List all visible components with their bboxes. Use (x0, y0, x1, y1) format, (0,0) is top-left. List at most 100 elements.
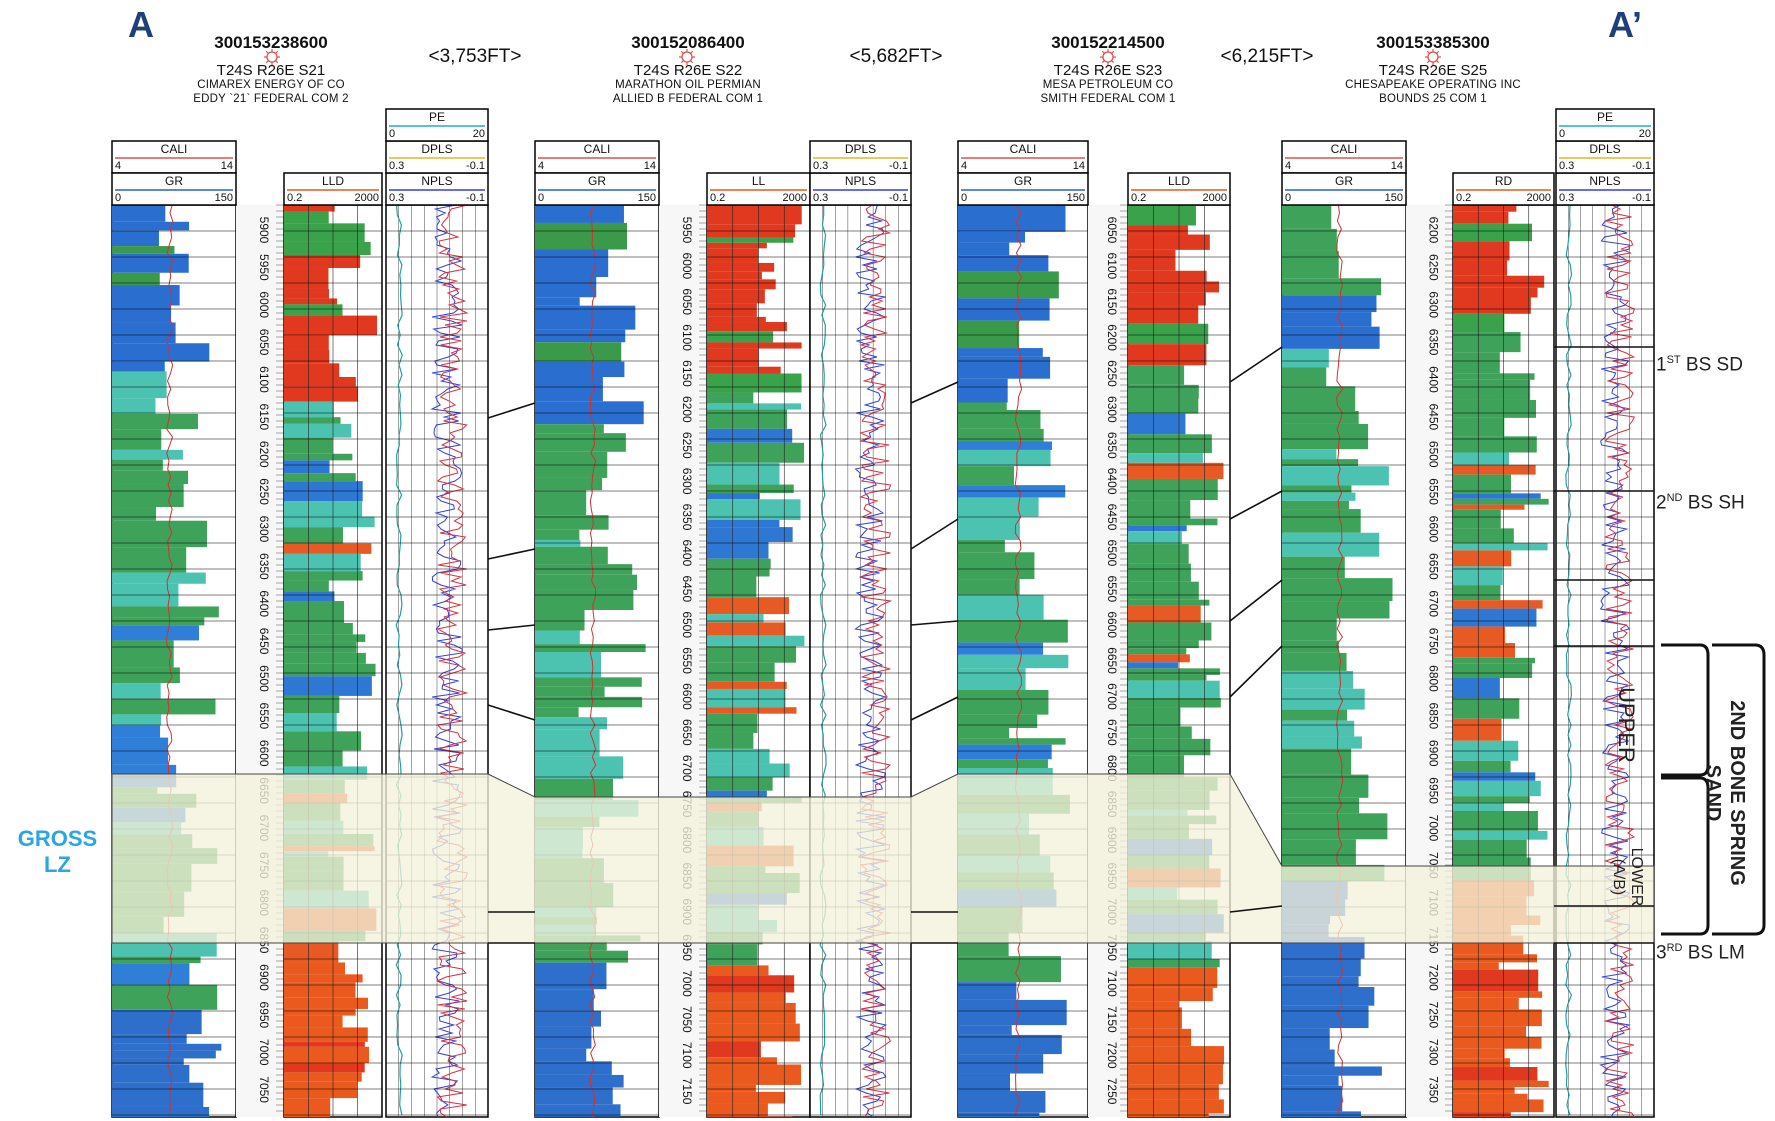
depth-label: 6150 (257, 404, 271, 431)
gr-fill (112, 398, 156, 414)
resistivity-fill (1453, 1067, 1538, 1081)
resistivity-fill (284, 417, 341, 424)
correlation-line (487, 704, 536, 721)
dpls-curve (1603, 204, 1636, 1118)
gr-fill (958, 1090, 1046, 1113)
resistivity-fill (284, 695, 340, 714)
gr-fill (1282, 532, 1380, 557)
gr-fill (112, 725, 161, 738)
resistivity-fill (707, 763, 790, 778)
gr-fill (535, 361, 625, 378)
resistivity-fill (1128, 544, 1189, 564)
resistivity-fill (707, 748, 770, 764)
resistivity-fill (284, 731, 362, 751)
resistivity-fill (1128, 755, 1185, 778)
well-3-api: 300152214500 (1051, 33, 1165, 52)
depth-label: 6750 (1105, 719, 1119, 746)
resistivity-fill (284, 962, 346, 975)
depth-label: 7150 (1105, 1006, 1119, 1033)
resistivity-fill (1453, 1087, 1515, 1094)
gr-fill (535, 1061, 612, 1075)
resistivity-fill (1453, 608, 1537, 627)
depth-label: 6700 (680, 755, 694, 782)
gr-fill (958, 378, 1008, 403)
gr-fill (535, 717, 607, 730)
gr-fill (535, 644, 646, 652)
gr-fill (958, 1025, 1012, 1035)
depth-label: 6850 (1427, 703, 1441, 730)
gr-fill (1282, 601, 1390, 619)
npls-curve (854, 204, 887, 1118)
depth-label: 6350 (680, 504, 694, 531)
formation-2nd-suffix: BS SH (1682, 492, 1745, 514)
distance-2-3: <5,682FT> (849, 46, 943, 67)
resistivity-fill (284, 1098, 331, 1117)
well-2-cali-header-label: CALI (584, 142, 611, 156)
resistivity-fill (1128, 305, 1199, 324)
depth-label: 6000 (257, 291, 271, 318)
well-1-res-header-min: 0.2 (287, 192, 302, 204)
gr-fill (112, 507, 156, 521)
well-1-cali-header: CALI 4 14 (111, 140, 237, 174)
resistivity-fill (284, 1063, 365, 1073)
resistivity-fill (1128, 434, 1212, 454)
gr-fill (112, 1082, 204, 1107)
well-4-npls-header-max: -0.1 (1632, 192, 1651, 204)
resistivity-fill (284, 267, 329, 289)
gr-fill (958, 466, 1014, 486)
resistivity-fill (1453, 1026, 1527, 1037)
resistivity-fill (1128, 668, 1220, 675)
resistivity-fill (1128, 958, 1220, 968)
well-1-res-header: LLD 0.2 2000 (283, 172, 383, 206)
depth-label: 6250 (257, 478, 271, 505)
gr-fill (112, 272, 160, 286)
depth-label: 6300 (257, 516, 271, 543)
bone-spring-bracket (1712, 643, 1766, 936)
well-3-cali-header-box (957, 140, 1089, 174)
well-2-log: 5950 6000 6050 6100 6150 6200 6250 6300 6350 6400… (534, 140, 912, 1118)
well-3-log: 6050 6100 6150 6200 6250 6300 6350 6400 6450 6500… (957, 140, 1231, 1118)
resistivity-fill (1453, 241, 1510, 261)
resistivity-fill (284, 553, 361, 572)
resistivity-fill (1128, 323, 1209, 345)
well-4-operator: CHESAPEAKE OPERATING INC (1345, 79, 1521, 91)
depth-label: 6400 (680, 540, 694, 567)
resistivity-fill (284, 401, 334, 418)
resistivity-fill (707, 707, 797, 714)
resistivity-fill (1128, 462, 1224, 479)
well-4-pe-header-box (1555, 108, 1655, 142)
resistivity-fill (707, 646, 797, 663)
gr-fill (112, 963, 190, 985)
resistivity-fill (1453, 839, 1527, 858)
resistivity-fill (1128, 563, 1191, 582)
section-end-label: A’ (1608, 4, 1643, 45)
resistivity-fill (1453, 260, 1508, 276)
well-4-npls-header-box (1555, 172, 1655, 206)
well-3-cali-header-min: 4 (961, 160, 967, 172)
resistivity-fill (707, 1023, 800, 1042)
well-3-lease: SMITH FEDERAL COM 1 (1040, 93, 1176, 105)
depth-label: 6450 (257, 628, 271, 655)
resistivity-fill (1453, 275, 1545, 288)
gr-fill (958, 744, 1052, 760)
resistivity-fill (1128, 697, 1221, 708)
well-3-gr-header-label: GR (1014, 174, 1032, 188)
gr-fill (1282, 312, 1372, 327)
gr-fill (958, 579, 1020, 595)
resistivity-fill (284, 713, 337, 732)
gr-fill (1282, 976, 1359, 988)
resistivity-fill (1453, 991, 1543, 998)
depth-label: 6150 (680, 360, 694, 387)
formation-1st-suffix: BS SD (1680, 354, 1743, 376)
gr-fill (535, 707, 579, 718)
gr-fill (535, 529, 580, 540)
depth-label: 6550 (680, 647, 694, 674)
depth-label: 6750 (1427, 628, 1441, 655)
well-3-gr-header-box (957, 172, 1089, 206)
depth-label: 6550 (257, 703, 271, 730)
gr-fill (1282, 449, 1337, 460)
gr-fill (1282, 509, 1361, 533)
depth-label: 6350 (1105, 432, 1119, 459)
resistivity-fill (1453, 373, 1535, 380)
depth-label: 6950 (257, 1002, 271, 1029)
